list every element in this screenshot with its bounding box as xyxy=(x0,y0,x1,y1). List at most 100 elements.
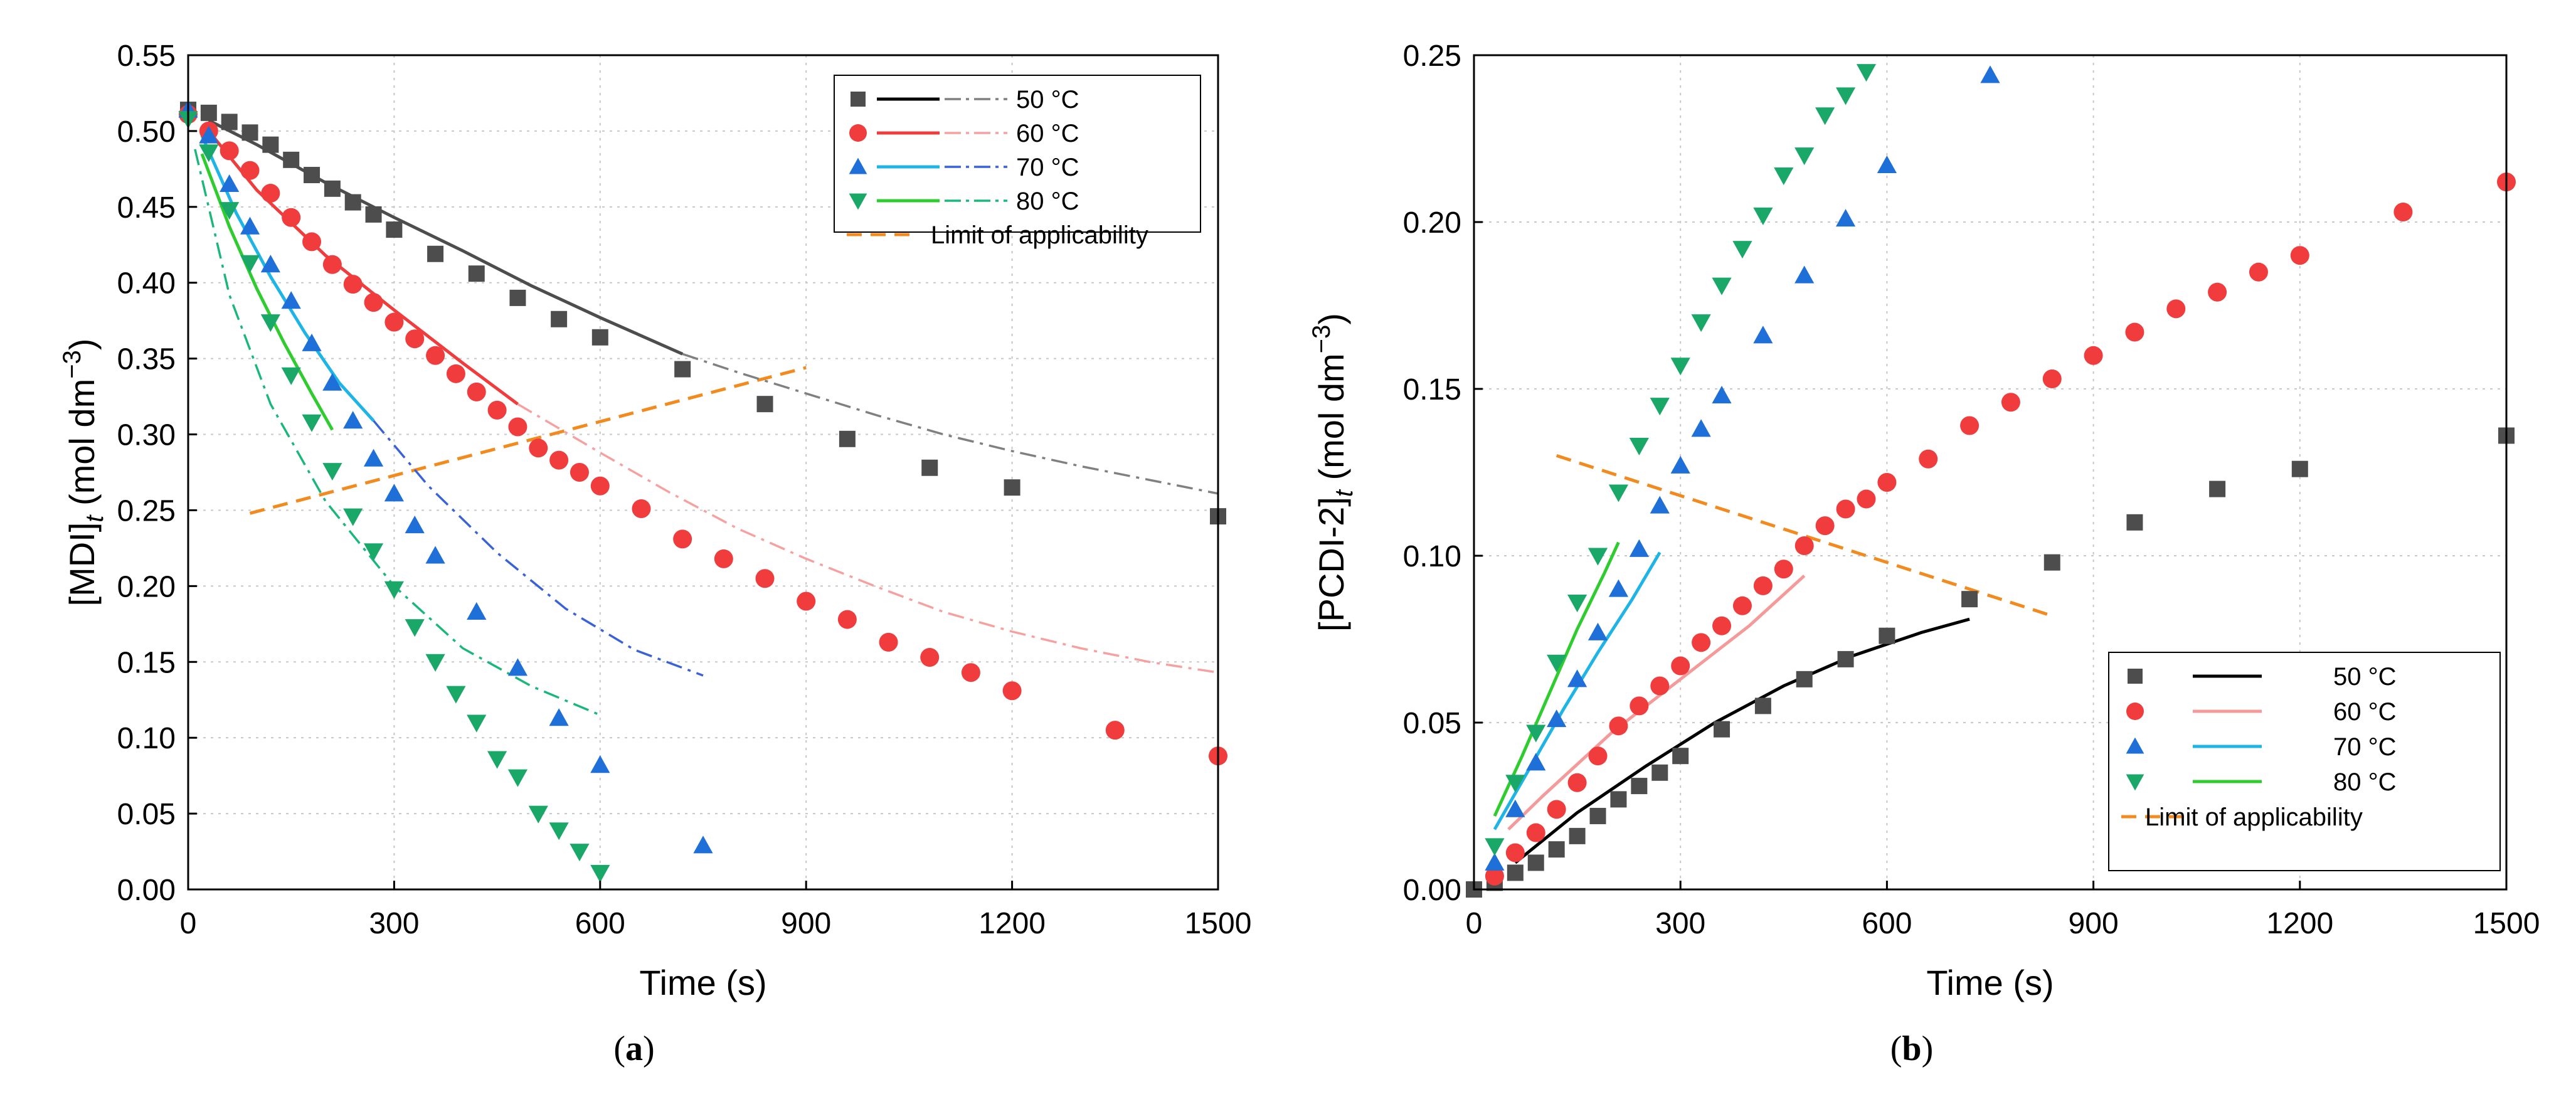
panel-b-data-point xyxy=(1754,698,1771,714)
panel-b-legend-box xyxy=(2108,652,2501,871)
panel-b-data-point xyxy=(1569,827,1586,844)
panel-a-data-point xyxy=(487,400,507,420)
panel-a-x-axis-label: Time (s) xyxy=(639,963,766,1002)
panel-b-data-point xyxy=(1774,167,1794,186)
panel-b-data-point xyxy=(1857,489,1876,509)
panel-a-data-point xyxy=(322,373,342,391)
panel-b-y-label-sub: t xyxy=(1330,489,1358,497)
panel-a-y-axis-label: [MDI]t (mol dm−3) xyxy=(58,339,109,607)
panel-b-data-point xyxy=(1526,823,1545,842)
panel-b-data-point xyxy=(1794,536,1814,556)
panel-b-data-point xyxy=(1547,709,1567,728)
panel-a-data-point xyxy=(200,104,217,121)
panel-a-data-point xyxy=(1105,721,1125,740)
panel-b-fit-layer xyxy=(1493,541,1970,864)
panel-b: 0 300 600 900 1200 1500 0.00 0.05 0.10 0.15 0.20 0.… xyxy=(1308,40,2540,1068)
panel-b-data-point xyxy=(1691,314,1711,332)
panel-a-data-point xyxy=(344,194,361,211)
panel-a-data-point xyxy=(549,822,569,841)
panel-a-data-point xyxy=(693,836,713,854)
panel-a-extrapolation-0 xyxy=(682,353,1219,495)
panel-a-data-point xyxy=(508,417,527,437)
panel-b-data-point xyxy=(1548,841,1565,858)
panel-a-data-point xyxy=(467,382,486,401)
panel-b-data-point xyxy=(1712,616,1732,635)
panel-a-extrapolation-1 xyxy=(517,403,1219,674)
panel-b-data-point xyxy=(1485,838,1505,856)
panel-a-data-point xyxy=(241,124,258,141)
panel-b-data-point xyxy=(2043,554,2060,571)
panel-b-y-label-sup: −3 xyxy=(1308,325,1335,354)
panel-a-caption-letter: a xyxy=(625,1029,643,1068)
panel-a-x-tick-label: 0 xyxy=(180,907,197,940)
panel-b-y-tick-label: 0.15 xyxy=(1403,373,1461,406)
panel-b-data-point xyxy=(2209,480,2226,497)
panel-a-y-tick-label: 0.15 xyxy=(117,646,176,679)
panel-b-data-point xyxy=(1526,724,1546,743)
panel-b-data-point xyxy=(2393,203,2413,222)
panel-a-ticks: 0 300 600 900 1200 1500 0.00 0.05 0.10 0.15 0.20 0.… xyxy=(117,40,1252,940)
panel-a-data-point xyxy=(302,333,322,351)
panel-a-data-point xyxy=(879,632,898,652)
panel-b-data-point xyxy=(1753,576,1773,595)
panel-a-data-point xyxy=(529,438,548,458)
panel-b-data-point xyxy=(1794,265,1815,284)
panel-a-legend-marker xyxy=(849,157,867,174)
panel-a-limit-layer xyxy=(249,366,807,515)
panel-a-data-point xyxy=(261,184,280,203)
panel-b-data-point xyxy=(1960,416,1980,435)
panel-b-data-point xyxy=(1919,449,1938,469)
panel-b-data-point xyxy=(1753,326,1773,344)
panel-b-plot-frame xyxy=(1473,54,2508,891)
panel-b-y-tick-label: 0.10 xyxy=(1403,540,1461,573)
panel-a-data-point xyxy=(549,450,569,470)
panel-a-legend-marker xyxy=(849,124,867,142)
panel-b-data-point xyxy=(2084,346,2103,365)
panel-a-data-point xyxy=(507,769,528,787)
panel-b-data-point xyxy=(1732,241,1752,259)
panel-b-data-point xyxy=(1651,764,1668,781)
panel-b-fit-line-3 xyxy=(1493,541,1620,817)
panel-b-legend: 50 °C 60 °C 70 °C 80 °C Limit of applicabili… xyxy=(2108,652,2501,871)
panel-b-legend-label: 70 °C xyxy=(2333,733,2397,761)
panel-a-data-point xyxy=(220,141,239,161)
panel-a-data-point xyxy=(797,591,816,611)
panel-b-legend-marker xyxy=(2126,703,2144,720)
panel-a-data-point xyxy=(1004,479,1020,496)
panel-a-data-point xyxy=(343,508,363,526)
panel-a-y-label-main: [MDI] xyxy=(62,523,102,607)
panel-b-data-point xyxy=(1485,852,1505,871)
panel-a-data-point xyxy=(220,202,240,220)
panel-b-data-point xyxy=(1630,696,1649,716)
panel-a-data-point xyxy=(570,844,590,862)
panel-b-y-label-close: ) xyxy=(1312,313,1351,325)
panel-b-data-point xyxy=(1567,773,1587,792)
panel-a-extrapolation-2 xyxy=(373,420,704,677)
panel-a-data-point xyxy=(446,364,465,383)
panel-a-data-point xyxy=(570,463,589,482)
panel-a-legend-limit-label: Limit of applicability xyxy=(931,221,1148,249)
panel-b-data-point xyxy=(1732,596,1752,615)
panel-b-data-point xyxy=(1672,748,1689,765)
panel-b-data-point xyxy=(1629,437,1649,456)
panel-a-data-point xyxy=(199,144,219,162)
panel-b-legend-marker xyxy=(2126,737,2144,754)
panel-a-fit-layer xyxy=(200,119,684,431)
panel-b-caption: (b) xyxy=(1890,1029,1933,1068)
panel-b-caption-letter: b xyxy=(1902,1029,1921,1068)
panel-b-data-point xyxy=(1712,386,1732,404)
panel-a-data-point xyxy=(920,648,940,667)
panel-b-data-point xyxy=(1608,484,1629,502)
panel-a-data-point xyxy=(446,686,466,704)
panel-a-data-point xyxy=(509,289,526,306)
panel-a-legend-marker xyxy=(851,92,866,107)
panel-a-caption: (a) xyxy=(613,1029,654,1068)
panel-a-legend-label: 60 °C xyxy=(1016,120,1079,147)
panel-b-x-tick-label: 1200 xyxy=(2266,907,2333,940)
panel-a-data-point xyxy=(199,125,219,144)
panel-b-data-point xyxy=(1877,472,1897,492)
panel-a-data-point xyxy=(302,414,322,432)
panel-b-data-point xyxy=(1836,499,1855,519)
panel-a-data-point xyxy=(674,361,691,378)
panel-a-data-point xyxy=(405,329,425,349)
